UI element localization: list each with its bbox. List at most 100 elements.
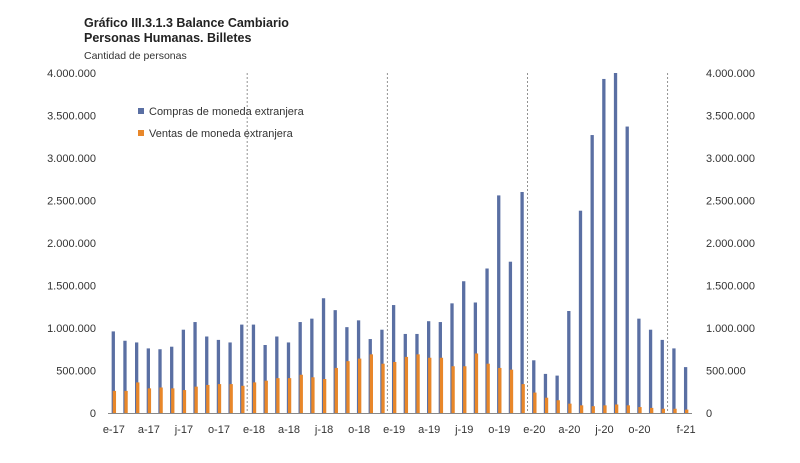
bar-compras bbox=[637, 318, 641, 413]
x-tick-label: o-20 bbox=[628, 424, 650, 436]
bar-compras bbox=[321, 298, 326, 413]
chart-title: Gráfico III.3.1.3 Balance Cambiario bbox=[84, 16, 289, 30]
y-tick-label-right: 3.000.000 bbox=[706, 153, 755, 165]
bar-ventas bbox=[264, 380, 268, 413]
bar-ventas bbox=[591, 406, 595, 413]
bar-ventas bbox=[194, 386, 198, 413]
bar-ventas bbox=[638, 407, 642, 413]
bar-ventas bbox=[287, 378, 292, 413]
y-tick-label-right: 2.000.000 bbox=[706, 238, 755, 250]
x-tick-label: f-21 bbox=[677, 424, 696, 436]
x-tick-label: e-17 bbox=[103, 424, 125, 436]
bar-ventas bbox=[299, 374, 303, 413]
bar-ventas bbox=[381, 363, 385, 413]
y-tick-label-left: 2.500.000 bbox=[47, 196, 96, 208]
bar-ventas bbox=[182, 390, 187, 413]
y-tick-label-right: 3.500.000 bbox=[706, 111, 755, 123]
x-tick-label: o-19 bbox=[488, 424, 510, 436]
bar-compras bbox=[216, 339, 221, 413]
x-tick-label: o-18 bbox=[348, 424, 370, 436]
bar-compras bbox=[391, 305, 396, 413]
y-tick-label-right: 500.000 bbox=[706, 366, 746, 378]
x-tick-label: e-19 bbox=[383, 424, 405, 436]
bar-compras bbox=[251, 324, 256, 413]
bar-ventas bbox=[463, 366, 467, 413]
y-tick-label-left: 2.000.000 bbox=[47, 238, 96, 250]
bar-compras bbox=[205, 336, 209, 413]
legend-swatch bbox=[138, 108, 144, 114]
y-tick-label-left: 1.000.000 bbox=[47, 323, 96, 335]
bar-ventas bbox=[603, 405, 607, 413]
bar-compras bbox=[170, 346, 174, 413]
x-tick-label: j-18 bbox=[314, 424, 333, 436]
x-tick-label: j-19 bbox=[454, 424, 473, 436]
bar-compras bbox=[660, 339, 664, 413]
y-tick-label-right: 4.000.000 bbox=[706, 68, 755, 80]
bar-ventas bbox=[171, 388, 175, 413]
bar-compras bbox=[555, 375, 559, 413]
bar-ventas bbox=[544, 397, 549, 413]
bar-ventas bbox=[661, 408, 665, 413]
x-tick-label: a-20 bbox=[558, 424, 580, 436]
x-tick-label: e-20 bbox=[523, 424, 545, 436]
bar-ventas bbox=[393, 362, 397, 413]
bar-ventas bbox=[521, 384, 525, 413]
bar-ventas bbox=[685, 409, 689, 413]
bar-ventas bbox=[124, 390, 128, 413]
y-tick-label-right: 0 bbox=[706, 408, 712, 420]
bar-ventas bbox=[498, 367, 502, 413]
legend-label: Ventas de moneda extranjera bbox=[149, 128, 294, 140]
bar-ventas bbox=[147, 388, 152, 413]
y-tick-label-right: 1.500.000 bbox=[706, 281, 755, 293]
x-tick-label: a-18 bbox=[278, 424, 300, 436]
y-tick-label-left: 1.500.000 bbox=[47, 281, 96, 293]
bar-ventas bbox=[276, 378, 280, 413]
bar-compras bbox=[450, 303, 454, 413]
y-tick-label-left: 4.000.000 bbox=[47, 68, 96, 80]
x-tick-label: a-17 bbox=[138, 424, 160, 436]
bar-ventas bbox=[334, 367, 338, 413]
y-axis-unit-label: Cantidad de personas bbox=[84, 50, 187, 62]
bar-compras bbox=[111, 331, 115, 413]
bar-ventas bbox=[650, 407, 654, 413]
bar-compras bbox=[333, 310, 337, 413]
bar-compras bbox=[672, 348, 676, 413]
y-tick-label-right: 1.000.000 bbox=[706, 323, 755, 335]
bar-ventas bbox=[626, 405, 630, 413]
bar-ventas bbox=[206, 384, 210, 413]
bar-compras bbox=[286, 342, 291, 413]
y-tick-label-left: 3.500.000 bbox=[47, 111, 96, 123]
bar-ventas bbox=[673, 408, 677, 413]
bar-compras bbox=[298, 322, 302, 413]
x-tick-label: e-18 bbox=[243, 424, 265, 436]
chart-subtitle: Personas Humanas. Billetes bbox=[84, 31, 252, 45]
bar-compras bbox=[158, 349, 162, 413]
bar-ventas bbox=[311, 377, 315, 413]
bar-ventas bbox=[509, 369, 514, 413]
bar-ventas bbox=[556, 400, 560, 413]
bar-ventas bbox=[358, 358, 362, 413]
bar-ventas bbox=[136, 382, 140, 413]
bar-ventas bbox=[416, 354, 420, 413]
bar-ventas bbox=[241, 385, 245, 413]
bar-compras bbox=[497, 195, 501, 413]
bar-compras bbox=[228, 342, 232, 413]
bar-ventas bbox=[451, 366, 455, 413]
bar-compras bbox=[275, 336, 279, 413]
bar-compras bbox=[123, 340, 127, 413]
bar-compras bbox=[567, 311, 571, 413]
bar-compras bbox=[135, 342, 139, 413]
y-tick-label-left: 500.000 bbox=[56, 366, 96, 378]
y-tick-label-left: 0 bbox=[90, 408, 96, 420]
bar-ventas bbox=[322, 379, 327, 413]
x-tick-label: a-19 bbox=[418, 424, 440, 436]
bar-compras bbox=[625, 126, 629, 414]
bar-compras bbox=[146, 348, 150, 413]
bar-compras bbox=[263, 345, 267, 413]
bar-ventas bbox=[159, 387, 163, 413]
bar-ventas bbox=[614, 404, 619, 413]
legend-swatch bbox=[138, 130, 144, 136]
x-tick-label: j-17 bbox=[174, 424, 193, 436]
bar-compras bbox=[543, 373, 548, 413]
